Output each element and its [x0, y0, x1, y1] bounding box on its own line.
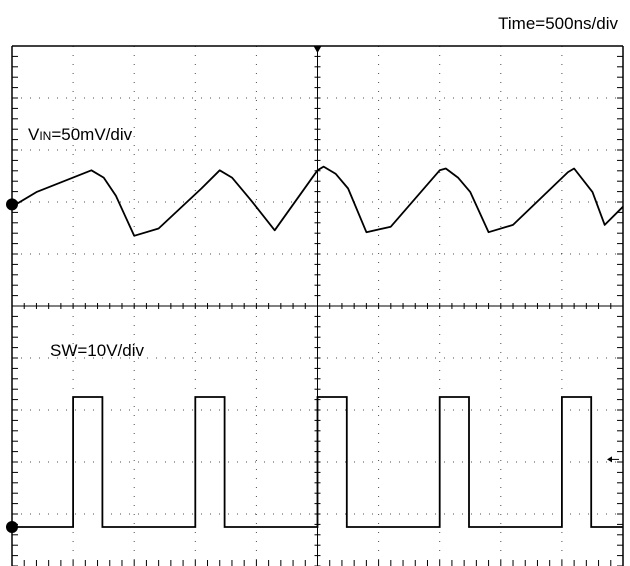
sw-ground-marker — [6, 521, 18, 533]
trigger-level-arrow-head — [607, 456, 612, 463]
vin-label-main: V — [28, 125, 40, 144]
traces — [11, 165, 624, 528]
time-per-div-label: Time=500ns/div — [498, 14, 618, 33]
graticule — [11, 45, 624, 566]
screen-frame — [11, 45, 624, 566]
vin-label-sub: IN — [39, 129, 51, 143]
vin-ground-marker — [6, 198, 18, 211]
markers — [6, 198, 619, 533]
vin-trace — [11, 165, 624, 237]
sw-trace — [12, 396, 623, 528]
vin-scale-label: VIN=50mV/div — [28, 125, 133, 144]
vin-label-rest: =50mV/div — [51, 125, 132, 144]
trigger-position-marker — [313, 46, 322, 53]
sw-scale-label: SW=10V/div — [50, 341, 145, 360]
